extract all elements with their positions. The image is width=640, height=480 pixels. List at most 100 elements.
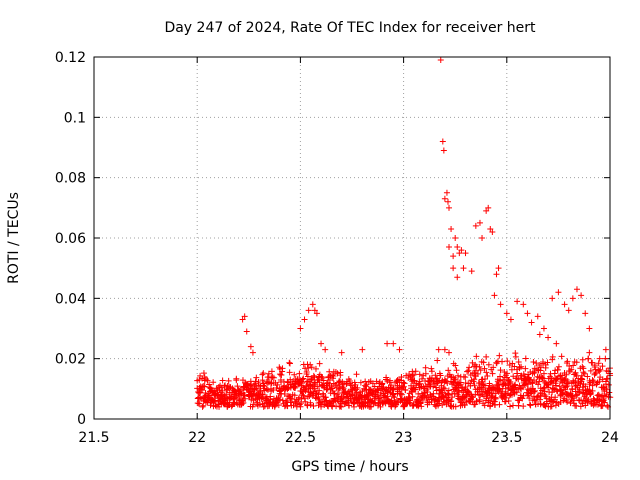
data-point: [553, 340, 560, 347]
y-tick-label: 0.04: [55, 291, 86, 307]
data-point: [423, 387, 430, 394]
data-point: [247, 343, 254, 350]
data-point: [540, 370, 547, 377]
data-point: [483, 207, 490, 214]
data-point: [564, 358, 571, 365]
data-point: [210, 398, 217, 405]
data-point: [590, 378, 597, 385]
data-point: [480, 359, 487, 366]
data-point: [460, 265, 467, 272]
data-point: [597, 366, 604, 373]
data-point: [300, 375, 307, 382]
data-point: [563, 371, 570, 378]
data-point: [275, 402, 282, 409]
data-point: [301, 316, 308, 323]
data-point: [505, 398, 512, 405]
data-point: [422, 364, 429, 371]
data-point: [585, 355, 592, 362]
data-point: [430, 383, 437, 390]
data-point: [453, 367, 460, 374]
data-point: [413, 382, 420, 389]
data-point: [204, 377, 211, 384]
data-point: [474, 370, 481, 377]
data-point: [568, 396, 575, 403]
data-point: [304, 373, 311, 380]
data-point: [589, 387, 596, 394]
data-point: [518, 363, 525, 370]
data-point: [335, 379, 342, 386]
data-point: [452, 235, 459, 241]
data-point: [389, 386, 396, 393]
data-point: [264, 386, 271, 393]
data-point: [286, 369, 293, 376]
data-point: [441, 346, 448, 353]
chart-title: Day 247 of 2024, Rate Of TEC Index for r…: [164, 20, 536, 36]
data-point: [298, 395, 305, 402]
data-point: [566, 363, 573, 370]
data-point: [548, 403, 555, 410]
data-point: [397, 390, 404, 397]
data-point: [528, 319, 535, 326]
data-point: [352, 386, 359, 393]
data-point: [527, 390, 534, 397]
data-point: [201, 383, 208, 390]
data-point: [313, 310, 320, 317]
y-tick-label: 0.06: [55, 231, 86, 247]
data-point: [314, 383, 321, 390]
data-point: [503, 310, 510, 317]
data-point: [536, 331, 543, 338]
data-point: [256, 401, 263, 408]
data-point: [337, 369, 344, 376]
data-point: [445, 367, 452, 374]
data-point: [471, 376, 478, 383]
data-point: [606, 389, 613, 396]
data-point: [225, 377, 232, 384]
data-point: [532, 387, 539, 394]
data-point: [495, 382, 502, 389]
data-point: [550, 385, 557, 392]
data-point: [483, 369, 490, 376]
data-point: [398, 391, 405, 398]
data-point: [595, 360, 602, 367]
data-point: [512, 381, 519, 388]
data-point: [408, 389, 415, 396]
data-point: [321, 402, 328, 409]
data-point: [277, 396, 284, 403]
data-point: [457, 379, 464, 386]
data-point: [512, 350, 519, 357]
data-point: [414, 396, 421, 403]
data-point: [416, 393, 423, 400]
data-point: [573, 402, 580, 409]
data-point: [445, 387, 452, 394]
data-point: [540, 325, 547, 332]
data-point: [489, 228, 496, 235]
grid-lines: [94, 57, 610, 419]
data-point: [555, 363, 562, 370]
data-point: [418, 403, 425, 410]
data-point: [311, 307, 318, 314]
data-point: [526, 401, 533, 408]
data-point: [473, 353, 480, 360]
data-point: [260, 403, 267, 410]
y-axis-title: ROTI / TECUs: [6, 192, 22, 284]
data-point: [476, 363, 483, 370]
data-point: [549, 389, 556, 396]
y-tick-label: 0.02: [55, 352, 86, 368]
data-point: [489, 370, 496, 377]
data-point: [379, 380, 386, 387]
data-point: [555, 289, 562, 296]
data-point: [288, 395, 295, 402]
data-point: [338, 349, 345, 356]
data-point: [412, 368, 419, 375]
data-point: [472, 367, 479, 374]
data-point: [580, 365, 587, 372]
plot-frame: [93, 56, 611, 420]
data-point: [499, 385, 506, 392]
data-point: [565, 307, 572, 314]
data-point: [353, 371, 360, 378]
data-point: [454, 274, 461, 281]
data-point: [219, 387, 226, 394]
data-point: [496, 352, 503, 359]
data-point: [316, 387, 323, 394]
